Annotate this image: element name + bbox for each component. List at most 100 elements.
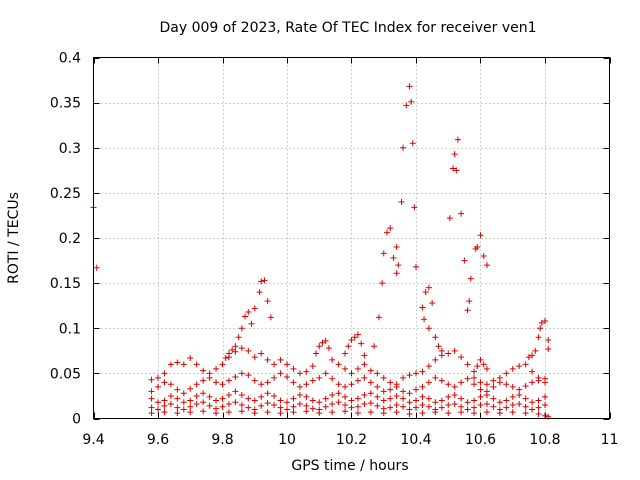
data-point-marker: [303, 408, 310, 415]
data-point-marker: [229, 346, 236, 353]
data-point-marker: [251, 410, 258, 417]
data-point-marker: [193, 361, 200, 368]
data-point-marker: [335, 390, 342, 397]
data-point-marker: [361, 352, 368, 359]
data-points: [90, 83, 552, 420]
data-point-marker: [155, 399, 161, 406]
data-point-marker: [264, 409, 271, 416]
data-point-marker: [335, 381, 342, 388]
data-point-marker: [361, 374, 368, 381]
data-point-marker: [206, 374, 213, 381]
data-point-marker: [496, 410, 503, 417]
data-point-marker: [535, 404, 542, 411]
data-point-marker: [174, 395, 181, 402]
data-point-marker: [167, 401, 174, 408]
data-point-marker: [361, 361, 368, 368]
data-point-marker: [167, 392, 174, 399]
data-point-marker: [393, 409, 400, 416]
data-point-marker: [290, 395, 297, 402]
x-tick-labels: 9.4 9.6 9.8 10 10.2 10.4 10.6 10.8 11: [82, 432, 618, 448]
data-point-marker: [535, 397, 542, 404]
data-point-marker: [174, 386, 181, 393]
data-point-marker: [258, 278, 265, 285]
data-point-marker: [516, 392, 523, 399]
data-point-marker: [535, 334, 542, 341]
data-point-marker: [413, 397, 419, 404]
data-point-marker: [232, 343, 239, 350]
data-point-marker: [542, 375, 548, 382]
data-point-marker: [474, 363, 481, 370]
data-point-marker: [245, 395, 252, 402]
data-point-marker: [374, 393, 381, 400]
data-point-marker: [509, 383, 516, 390]
data-point-marker: [406, 399, 413, 406]
data-point-marker: [516, 363, 523, 370]
y-tick-label: 0: [72, 412, 81, 428]
data-point-marker: [155, 383, 161, 390]
data-point-marker: [316, 399, 323, 406]
data-point-marker: [419, 368, 426, 375]
data-point-marker: [367, 390, 374, 397]
data-point-marker: [406, 390, 413, 397]
data-point-marker: [180, 399, 187, 406]
data-point-marker: [445, 393, 452, 400]
data-point-marker: [432, 399, 439, 406]
data-point-marker: [390, 254, 397, 261]
data-point-marker: [232, 348, 239, 355]
data-point-marker: [213, 379, 220, 386]
data-point-marker: [296, 370, 303, 377]
data-point-marker: [387, 379, 394, 386]
data-point-marker: [193, 401, 200, 408]
data-point-marker: [187, 385, 194, 392]
data-point-marker: [303, 368, 310, 375]
data-point-marker: [496, 399, 503, 406]
data-point-marker: [445, 381, 452, 388]
data-point-marker: [264, 390, 271, 397]
data-point-marker: [503, 404, 510, 411]
data-point-marker: [219, 381, 226, 388]
data-point-marker: [309, 397, 316, 404]
data-point-marker: [483, 401, 490, 408]
data-point-marker: [225, 377, 232, 384]
data-point-marker: [429, 299, 436, 306]
data-point-marker: [383, 229, 390, 236]
x-tick-label: 10.6: [465, 432, 496, 448]
data-point-marker: [535, 410, 542, 417]
data-point-marker: [451, 383, 458, 390]
y-tick-label: 0.35: [50, 96, 81, 112]
data-point-marker: [438, 397, 445, 404]
data-point-marker: [413, 386, 419, 393]
data-point-marker: [277, 370, 284, 377]
data-point-marker: [367, 409, 374, 416]
data-point-marker: [264, 298, 271, 305]
data-point-marker: [471, 404, 478, 411]
data-point-marker: [148, 376, 155, 383]
data-point-marker: [380, 374, 387, 381]
data-point-marker: [477, 393, 484, 400]
y-tick-label: 0.2: [59, 231, 81, 247]
data-point-marker: [309, 377, 316, 384]
data-point-marker: [322, 403, 329, 410]
data-point-marker: [503, 381, 510, 388]
data-point-marker: [238, 370, 245, 377]
data-point-marker: [393, 383, 400, 390]
data-point-marker: [509, 401, 516, 408]
data-point-marker: [342, 383, 349, 390]
data-point-marker: [451, 401, 458, 408]
data-point-marker: [409, 140, 416, 147]
data-point-marker: [458, 409, 465, 416]
data-point-marker: [271, 374, 278, 381]
data-point-marker: [471, 368, 478, 375]
data-point-marker: [393, 244, 400, 251]
data-point-marker: [398, 198, 405, 205]
data-point-marker: [284, 406, 290, 413]
data-point-marker: [522, 361, 529, 368]
data-point-marker: [277, 404, 284, 411]
data-point-marker: [458, 354, 465, 361]
data-point-marker: [264, 400, 271, 407]
data-point-marker: [496, 379, 503, 386]
data-point-marker: [329, 392, 336, 399]
chart-title: Day 009 of 2023, Rate Of TEC Index for r…: [159, 20, 536, 36]
data-point-marker: [408, 98, 415, 105]
data-point-marker: [322, 370, 329, 377]
